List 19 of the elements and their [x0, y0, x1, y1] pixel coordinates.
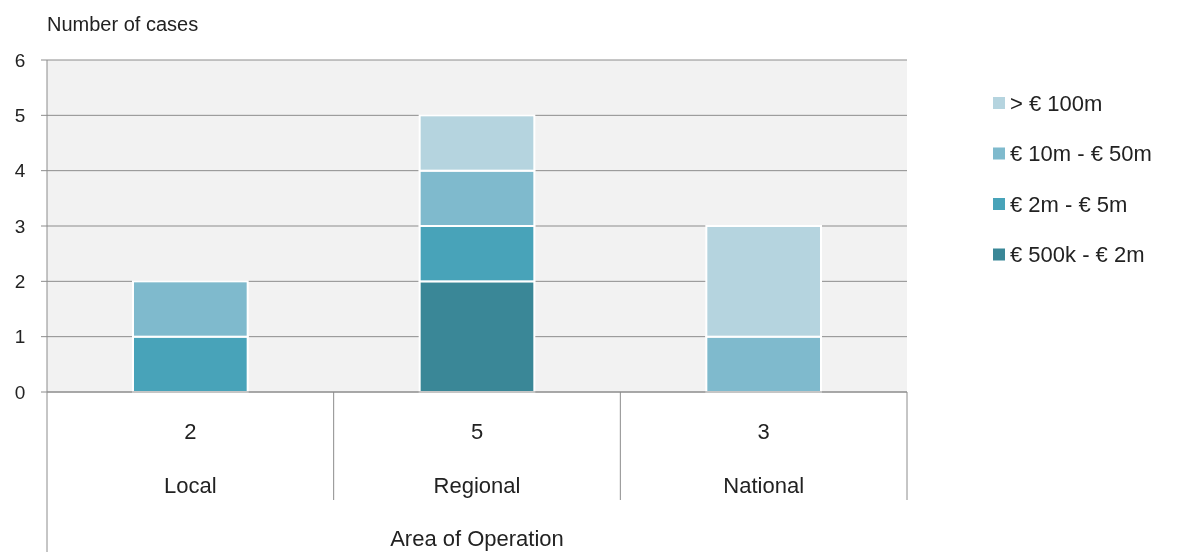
total-label: 3	[757, 418, 770, 444]
y-tick-label: 2	[14, 270, 26, 292]
x-axis-title: Area of Operation	[390, 525, 564, 551]
legend-label: € 500k - € 2m	[1010, 242, 1145, 268]
legend-label: > € 100m	[1010, 90, 1103, 116]
total-label: 2	[184, 418, 197, 444]
x-tick-label: Regional	[433, 472, 521, 498]
y-tick-label: 5	[14, 104, 26, 126]
x-tick-label: National	[723, 472, 805, 498]
y-tick-label: 1	[14, 326, 26, 348]
y-tick-label: 0	[14, 381, 26, 403]
y-tick-label: 6	[14, 49, 26, 71]
x-tick-label: Local	[164, 472, 217, 498]
legend-label: € 2m - € 5m	[1010, 191, 1128, 217]
y-tick-label: 3	[14, 215, 26, 237]
y-tick-label: 4	[14, 160, 26, 182]
legend-label: € 10m - € 50m	[1010, 141, 1152, 167]
total-label: 5	[470, 418, 484, 444]
y-axis-title: Number of cases	[47, 13, 199, 35]
